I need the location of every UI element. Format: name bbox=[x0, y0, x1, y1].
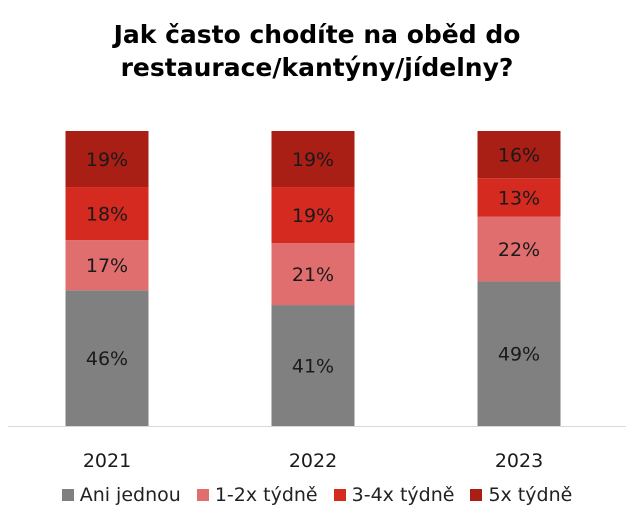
bar-segment-2022-3 bbox=[271, 131, 355, 188]
chart-title: Jak často chodíte na oběd do restaurace/… bbox=[0, 18, 634, 84]
legend-swatch bbox=[333, 489, 346, 501]
data-label-2021-2: 18% bbox=[86, 204, 128, 226]
legend-swatch bbox=[61, 489, 74, 501]
bar-segment-2023-3 bbox=[477, 131, 561, 179]
data-label-2021-1: 17% bbox=[86, 255, 128, 277]
data-label-2022-1: 21% bbox=[292, 264, 334, 286]
legend-item-0: Ani jednou bbox=[61, 484, 181, 506]
bar-segment-2021-1 bbox=[65, 240, 149, 291]
chart-legend: Ani jednou 1-2x týdně 3-4x týdně 5x týdně bbox=[0, 484, 634, 506]
data-label-2021-3: 19% bbox=[86, 149, 128, 171]
bar-segment-2023-0 bbox=[477, 281, 561, 426]
legend-swatch bbox=[196, 489, 209, 501]
legend-label: 5x týdně bbox=[488, 484, 573, 506]
x-tick-label-2022: 2022 bbox=[289, 450, 337, 472]
legend-item-2: 3-4x týdně bbox=[333, 484, 455, 506]
chart-title-line-2: restaurace/kantýny/jídelny? bbox=[120, 53, 514, 82]
data-label-2022-2: 19% bbox=[292, 205, 334, 227]
bar-segment-2021-2 bbox=[65, 187, 149, 241]
chart-title-line-1: Jak často chodíte na oběd do bbox=[113, 20, 521, 49]
legend-label: 1-2x týdně bbox=[214, 484, 318, 506]
bar-segment-2021-3 bbox=[65, 131, 149, 188]
data-label-2021-0: 46% bbox=[86, 348, 128, 370]
legend-label: 3-4x týdně bbox=[351, 484, 455, 506]
data-label-2022-3: 19% bbox=[292, 149, 334, 171]
bar-segment-2021-0 bbox=[65, 290, 149, 426]
bar-segment-2022-0 bbox=[271, 305, 355, 426]
x-tick-label-2023: 2023 bbox=[495, 450, 543, 472]
data-label-2023-2: 13% bbox=[498, 187, 540, 209]
x-tick-label-2021: 2021 bbox=[83, 450, 131, 472]
legend-swatch bbox=[470, 489, 483, 501]
data-label-2023-1: 22% bbox=[498, 239, 540, 261]
data-label-2022-0: 41% bbox=[292, 356, 334, 378]
stacked-bar-chart: 46% 17% 18% 19% 2021 41% 21% 19% 19% 2022 49% 22% 13… bbox=[8, 131, 626, 472]
legend-label: Ani jednou bbox=[79, 484, 181, 506]
bar-segment-2023-1 bbox=[477, 216, 561, 282]
data-label-2023-3: 16% bbox=[498, 145, 540, 167]
legend-item-1: 1-2x týdně bbox=[196, 484, 318, 506]
legend-item-3: 5x týdně bbox=[470, 484, 572, 506]
bar-segment-2023-2 bbox=[477, 178, 561, 217]
data-label-2023-0: 49% bbox=[498, 344, 540, 366]
bar-segment-2022-1 bbox=[271, 243, 355, 306]
bar-segment-2022-2 bbox=[271, 187, 355, 244]
